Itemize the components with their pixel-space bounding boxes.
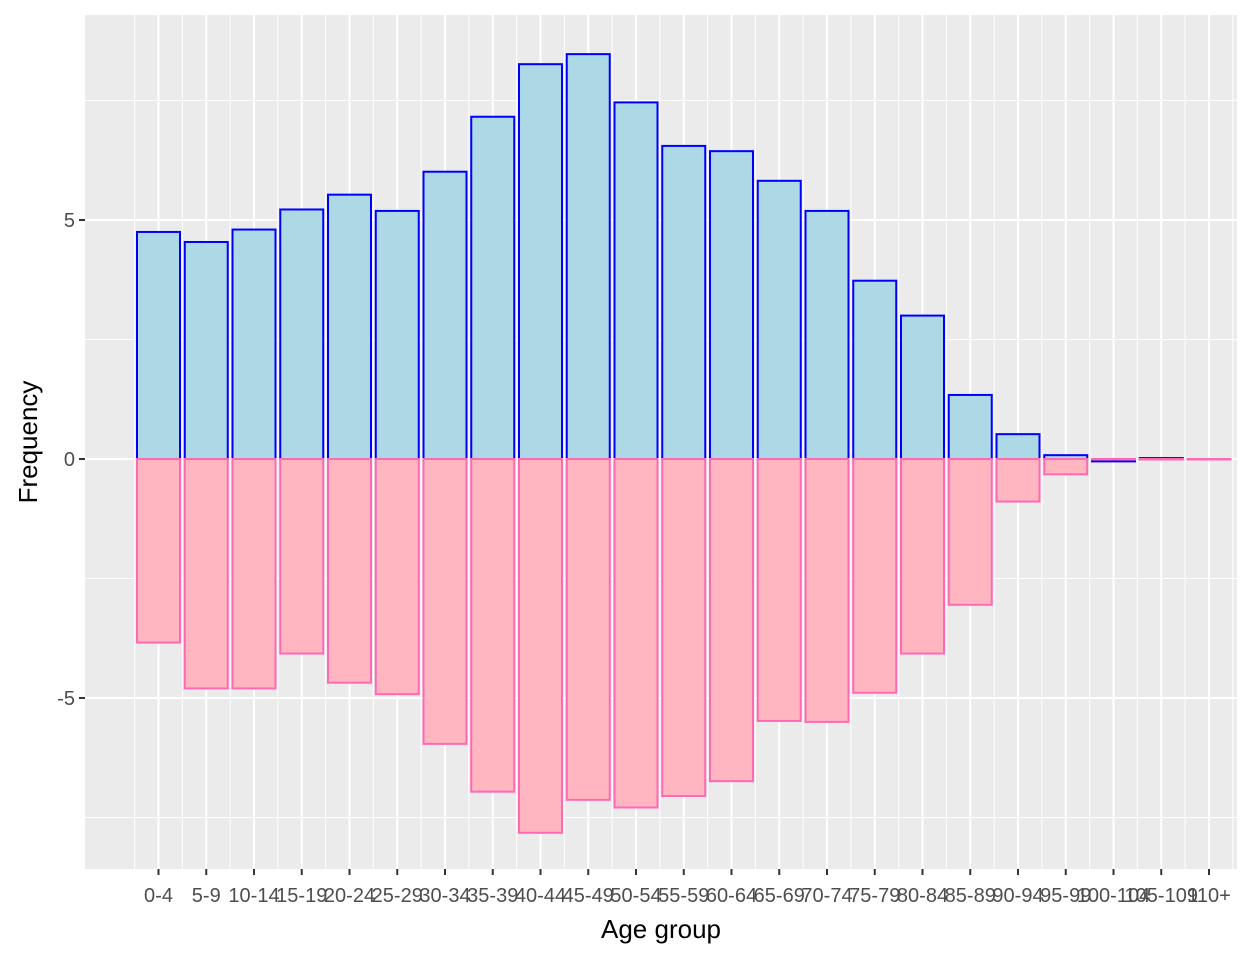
x-tick-label: 45-49	[563, 885, 614, 907]
bar-negative-105-109	[1138, 458, 1184, 461]
bar-positive-75-79	[852, 279, 898, 460]
x-tick-label: 75-79	[849, 885, 900, 907]
y-axis-title: Frequency	[13, 381, 43, 504]
bar-negative-90-94	[995, 458, 1041, 503]
bar-positive-0-4	[136, 230, 181, 460]
bar-positive-25-29	[374, 209, 420, 460]
bar-positive-30-34	[422, 170, 468, 461]
bar-negative-35-39	[470, 458, 516, 793]
bar-positive-5-9	[183, 240, 229, 460]
bar-negative-60-64	[709, 458, 754, 783]
bar-positive-90-94	[995, 433, 1041, 461]
bar-negative-80-84	[900, 458, 945, 655]
x-tick-label: 60-64	[706, 885, 757, 907]
plot-panel	[85, 15, 1237, 869]
bar-negative-5-9	[183, 458, 229, 690]
y-axis: -5 0 5	[57, 210, 85, 710]
bar-positive-55-59	[661, 144, 707, 460]
x-tick-label: 70-74	[801, 885, 852, 907]
x-tick-label: 110+	[1187, 885, 1231, 907]
bar-positive-85-89	[947, 393, 993, 460]
y-tick-label: 0	[64, 449, 75, 471]
bar-positive-10-14	[231, 228, 277, 460]
x-tick-label: 90-94	[992, 885, 1043, 907]
x-tick-label: 35-39	[467, 885, 518, 907]
x-tick-label: 0-4	[144, 885, 173, 907]
bar-negative-75-79	[852, 458, 898, 694]
x-axis-title: Age group	[601, 914, 721, 944]
x-tick-label: 30-34	[419, 885, 470, 907]
x-tick-label: 25-29	[372, 885, 423, 907]
bar-negative-95-99	[1043, 458, 1089, 476]
bar-negative-40-44	[518, 458, 563, 834]
bar-negative-0-4	[136, 458, 181, 644]
bar-negative-45-49	[565, 458, 611, 801]
x-tick-label: 50-54	[610, 885, 661, 907]
bar-negative-110+	[1186, 458, 1232, 461]
bar-positive-15-19	[279, 208, 325, 460]
x-tick-label: 10-14	[228, 885, 279, 907]
bar-negative-20-24	[327, 458, 372, 684]
x-tick-label: 105-109	[1125, 885, 1198, 907]
y-tick-label: 5	[64, 210, 75, 232]
bar-positive-80-84	[900, 314, 945, 460]
x-tick-label: 20-24	[324, 885, 375, 907]
bar-positive-20-24	[327, 193, 372, 461]
bar-negative-70-74	[804, 458, 850, 723]
bar-positive-70-74	[804, 209, 850, 460]
x-tick-label: 85-89	[945, 885, 996, 907]
x-tick-label: 5-9	[192, 885, 221, 907]
bar-positive-40-44	[518, 63, 563, 460]
bar-negative-30-34	[422, 458, 468, 745]
x-axis: 0-4 5-9 10-1415-1920-2425-2930-3435-3940-4…	[144, 869, 1231, 907]
bar-negative-65-69	[756, 458, 802, 722]
bar-positive-35-39	[470, 115, 516, 460]
x-tick-label: 65-69	[754, 885, 805, 907]
bar-positive-60-64	[709, 150, 754, 460]
minor-grid	[85, 15, 1237, 869]
bar-positive-50-54	[613, 101, 659, 461]
x-tick-label: 15-19	[276, 885, 327, 907]
bar-negative-25-29	[374, 458, 420, 696]
bar-positive-45-49	[565, 53, 611, 460]
x-tick-label: 100-104	[1077, 885, 1150, 907]
x-tick-label: 80-84	[897, 885, 948, 907]
bar-negative-50-54	[613, 458, 659, 809]
x-tick-label: 55-59	[658, 885, 709, 907]
y-tick-label: -5	[57, 688, 75, 710]
x-tick-label: 95-99	[1040, 885, 1091, 907]
bar-negative-85-89	[947, 458, 993, 606]
bar-negative-15-19	[279, 458, 325, 655]
bar-positive-65-69	[756, 179, 802, 461]
bar-negative-55-59	[661, 458, 707, 797]
bar-negative-100-104	[1091, 458, 1136, 461]
x-tick-label: 40-44	[515, 885, 566, 907]
bar-negative-10-14	[231, 458, 277, 690]
bars-layer	[136, 53, 1232, 834]
